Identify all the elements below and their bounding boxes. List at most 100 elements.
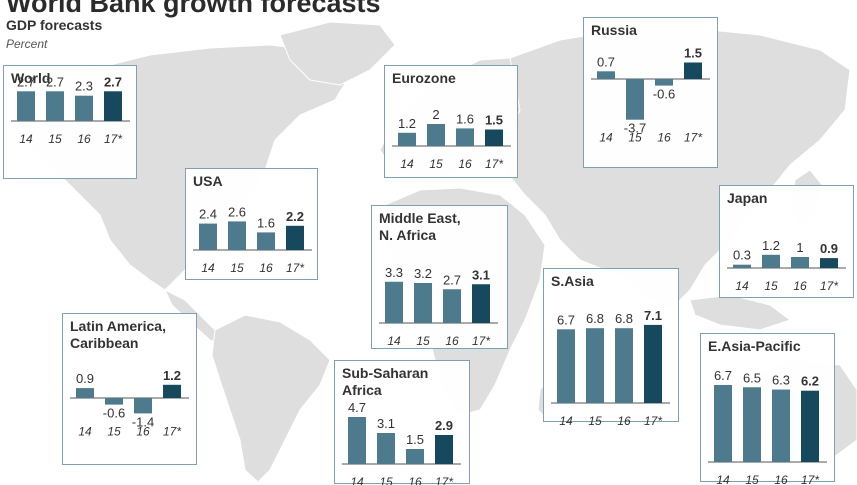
bar — [104, 91, 122, 121]
panel-chart: 1.2 14 2 15 1.6 16 1.5 17* — [392, 107, 511, 171]
panel-middle-east: Middle East, N. Africa 3.3 14 3.2 15 2.7 16 3.… — [371, 205, 508, 349]
panel-latin-america: Latin America, Caribbean 0.9 14 -0.6 15 -1.4… — [62, 313, 197, 465]
tick-label: 16 — [793, 279, 807, 293]
bar — [76, 388, 94, 398]
panel-title: Japan — [727, 190, 768, 206]
bar — [772, 389, 790, 462]
panel-chart: 2.4 14 2.6 15 1.6 16 2.2 17* — [193, 204, 312, 275]
tick-label: 15 — [745, 473, 759, 485]
value-label: 3.2 — [414, 266, 432, 281]
bar — [557, 329, 575, 403]
bar — [597, 71, 615, 79]
panel-sub-saharan-africa: Sub-Saharan Africa 4.7 14 3.1 15 1.5 16 2.9 17* — [334, 360, 470, 485]
value-label: 4.7 — [348, 400, 366, 415]
bar — [615, 328, 633, 403]
tick-label: 17* — [820, 279, 838, 293]
panel-russia: Russia 0.7 14 -3.7 15 -0.6 16 1.5 17* — [583, 17, 718, 168]
tick-label: 15 — [764, 279, 778, 293]
bar — [456, 128, 474, 146]
panel-title: S.Asia — [551, 273, 594, 289]
panel-title: USA — [193, 173, 223, 189]
value-label: 2.7 — [443, 272, 461, 287]
bar — [427, 124, 445, 146]
panel-chart: 2.7 14 2.7 15 2.3 16 2.7 17* — [11, 74, 130, 146]
tick-label: 14 — [716, 473, 730, 485]
value-label: 1 — [796, 240, 803, 255]
panel-chart: 0.7 14 -3.715 -0.6 16 1.5 17* — [591, 46, 710, 145]
value-label: 6.8 — [586, 311, 604, 326]
value-label: -1.4 — [132, 414, 154, 429]
value-label: 2.7 — [46, 74, 64, 89]
tick-label: 15 — [429, 157, 443, 171]
tick-label: 16 — [657, 131, 671, 145]
bar — [163, 384, 181, 398]
bar — [791, 257, 809, 268]
panel-south-asia: S.Asia 6.7 14 6.8 15 6.8 16 7.1 17* — [543, 268, 679, 428]
value-label: 3.3 — [385, 265, 403, 280]
tick-label: 17* — [435, 475, 453, 485]
tick-label: 14 — [19, 132, 33, 146]
value-label: 1.6 — [456, 111, 474, 126]
bar — [257, 232, 275, 250]
bar — [17, 91, 35, 121]
value-label: 1.2 — [762, 238, 780, 253]
tick-label: 16 — [77, 132, 91, 146]
value-label: 7.1 — [644, 308, 662, 323]
tick-label: 16 — [774, 473, 788, 485]
panel-usa: USA 2.4 14 2.6 15 1.6 16 2.2 17* — [185, 168, 318, 280]
bar — [684, 62, 702, 79]
panel-world: World 2.7 14 2.7 15 2.3 16 2.7 17* — [3, 65, 137, 179]
panel-eurozone: Eurozone 1.2 14 2 15 1.6 16 1.5 17* — [384, 65, 518, 178]
value-label: 2.6 — [228, 204, 246, 219]
tick-label: 17* — [286, 261, 304, 275]
value-label: 2.7 — [104, 74, 122, 89]
tick-label: 16 — [136, 424, 150, 438]
value-label: 6.8 — [615, 311, 633, 326]
value-label: -0.6 — [103, 406, 125, 421]
value-label: 6.5 — [743, 370, 761, 385]
bar — [199, 223, 217, 250]
bar — [228, 221, 246, 250]
tick-label: 17* — [801, 473, 819, 485]
bar — [75, 95, 93, 121]
value-label: 2.9 — [435, 418, 453, 433]
tick-label: 15 — [379, 475, 393, 485]
bar — [714, 384, 732, 462]
bar — [398, 132, 416, 146]
value-label: 2.2 — [286, 209, 304, 224]
tick-label: 17* — [684, 131, 702, 145]
panel-title: Russia — [591, 22, 637, 38]
panel-chart: 6.7 14 6.8 15 6.8 16 7.1 17* — [551, 308, 670, 428]
unit-label: Percent — [6, 37, 48, 51]
bar — [348, 417, 366, 464]
bar — [733, 264, 751, 268]
panel-title: Eurozone — [392, 70, 456, 86]
tick-label: 14 — [387, 334, 401, 348]
bar — [46, 91, 64, 121]
value-label: 0.7 — [597, 54, 615, 69]
tick-label: 14 — [78, 424, 92, 438]
value-label: 6.3 — [772, 373, 790, 388]
value-label: 1.5 — [485, 113, 503, 128]
tick-label: 15 — [588, 414, 602, 428]
panel-chart: 0.3 14 1.2 15 1 16 0.9 17* — [727, 238, 846, 293]
panel-title: World — [11, 70, 51, 86]
panel-japan: Japan 0.3 14 1.2 15 1 16 0.9 17* — [719, 185, 854, 298]
bar — [762, 254, 780, 268]
value-label: 0.3 — [733, 248, 751, 263]
panel-chart: 0.9 14 -0.6 15 -1.416 1.2 17* — [70, 368, 189, 438]
value-label: 6.2 — [801, 374, 819, 389]
bar — [134, 398, 152, 414]
panel-chart: 6.7 14 6.5 15 6.3 16 6.2 17* — [708, 368, 827, 485]
bar — [435, 435, 453, 464]
tick-label: 17* — [163, 424, 181, 438]
tick-label: 14 — [735, 279, 749, 293]
value-label: 1.5 — [684, 46, 702, 61]
panel-title: Latin America, Caribbean — [70, 318, 166, 351]
bar — [644, 324, 662, 403]
bar — [743, 387, 761, 462]
tick-label: 17* — [644, 414, 662, 428]
bar — [472, 284, 490, 323]
tick-label: 16 — [445, 334, 459, 348]
panel-title: Sub-Saharan Africa — [342, 365, 429, 398]
